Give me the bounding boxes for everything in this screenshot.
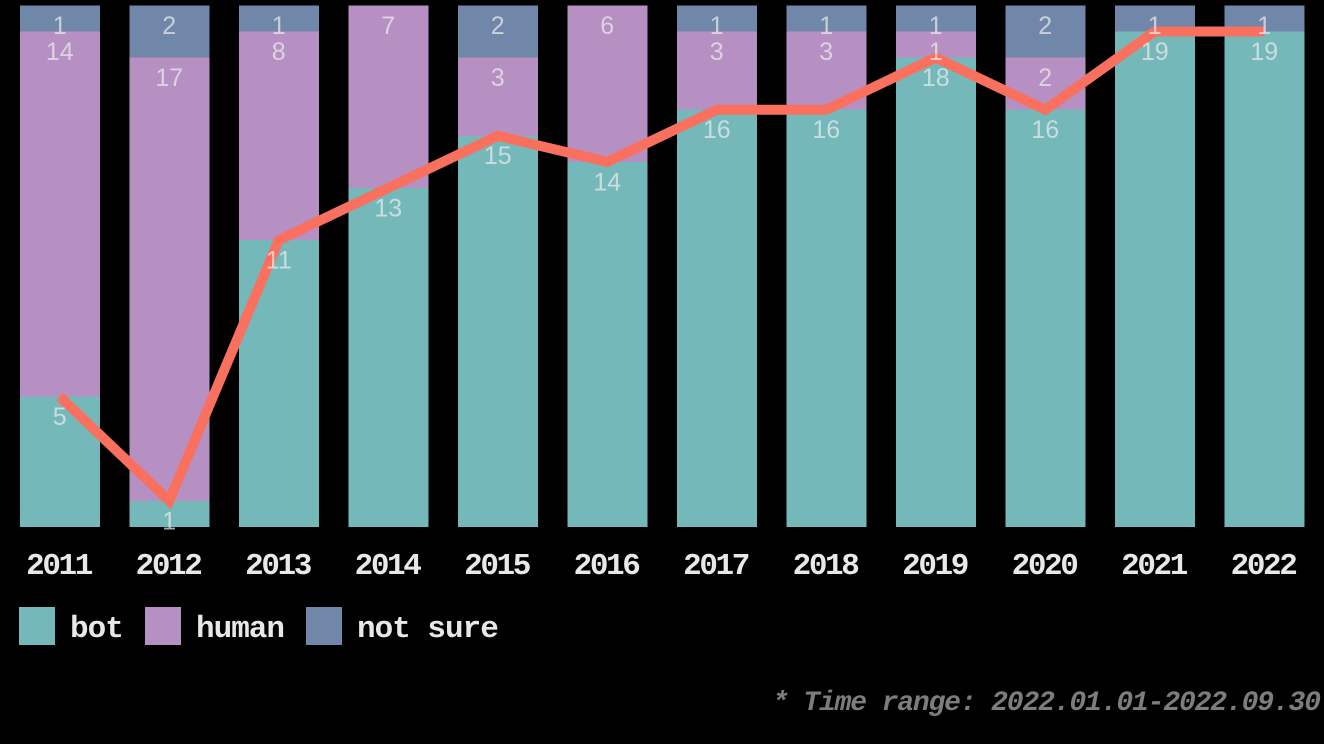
svg-text:19: 19 [1250,38,1278,66]
svg-text:2: 2 [491,12,505,40]
svg-text:14: 14 [593,168,621,196]
svg-text:1: 1 [272,12,286,40]
svg-text:2016: 2016 [574,549,640,584]
svg-text:1: 1 [162,507,176,535]
svg-text:1: 1 [1257,12,1271,40]
svg-text:* Time range: 2022.01.01-2022.: * Time range: 2022.01.01-2022.09.30 [772,688,1320,719]
svg-text:11: 11 [266,247,292,275]
svg-text:16: 16 [812,116,840,144]
svg-text:2022: 2022 [1231,549,1297,584]
svg-text:5: 5 [53,403,67,431]
svg-text:19: 19 [1141,38,1169,66]
svg-text:2: 2 [1038,12,1052,40]
svg-text:2012: 2012 [136,549,202,584]
svg-text:8: 8 [272,38,286,66]
svg-text:1: 1 [53,12,67,40]
svg-text:14: 14 [46,38,74,66]
svg-text:2: 2 [162,12,176,40]
svg-text:1: 1 [929,38,943,66]
svg-text:2015: 2015 [464,549,530,584]
svg-text:2019: 2019 [902,549,968,584]
svg-text:not sure: not sure [357,612,498,647]
svg-text:13: 13 [374,194,402,222]
svg-text:2014: 2014 [355,549,422,584]
svg-text:7: 7 [381,12,395,40]
svg-text:bot: bot [70,612,123,647]
svg-text:1: 1 [710,12,724,40]
svg-text:3: 3 [491,64,505,92]
svg-text:2020: 2020 [1012,549,1078,584]
svg-text:16: 16 [703,116,731,144]
svg-text:2011: 2011 [26,549,93,584]
svg-text:2013: 2013 [245,549,312,584]
svg-text:2021: 2021 [1121,549,1188,584]
svg-text:2: 2 [1038,64,1052,92]
svg-text:2018: 2018 [793,549,859,584]
svg-text:2017: 2017 [683,549,749,584]
svg-text:1: 1 [819,12,833,40]
svg-text:17: 17 [155,64,183,92]
svg-text:3: 3 [710,38,724,66]
svg-text:18: 18 [922,64,950,92]
svg-text:human: human [196,612,284,647]
svg-text:15: 15 [484,142,512,170]
svg-text:1: 1 [929,12,943,40]
svg-text:6: 6 [600,12,614,40]
svg-text:3: 3 [819,38,833,66]
svg-text:1: 1 [1148,12,1162,40]
svg-text:16: 16 [1031,116,1059,144]
